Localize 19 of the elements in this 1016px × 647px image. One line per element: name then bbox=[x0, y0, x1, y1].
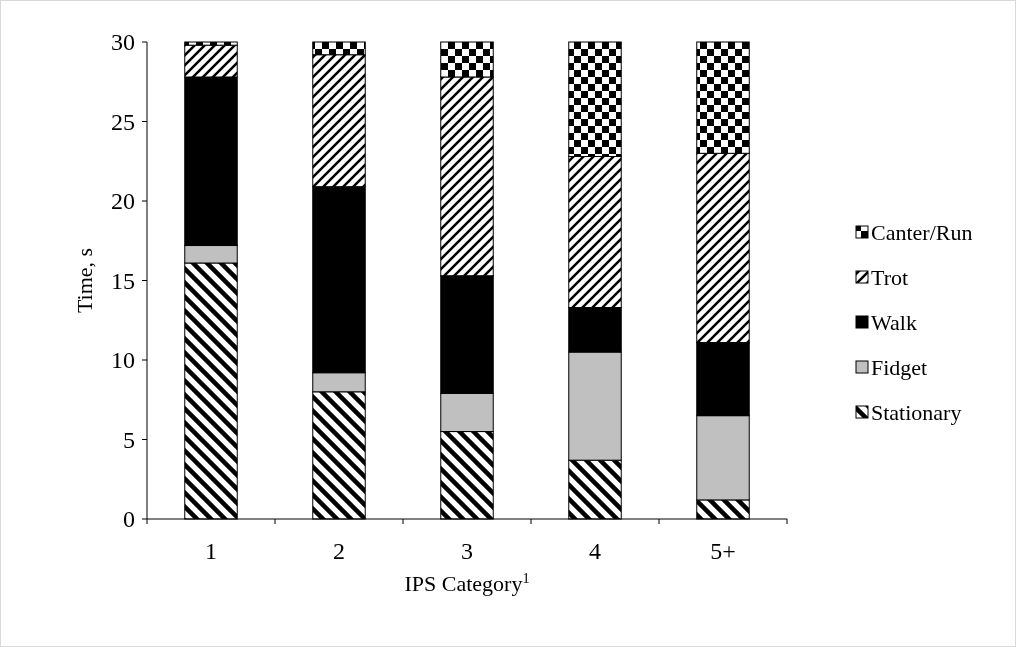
x-tick-label: 5+ bbox=[710, 538, 736, 564]
legend-label: Trot bbox=[871, 264, 909, 290]
y-tick-label: 30 bbox=[111, 29, 135, 56]
y-tick-label: 15 bbox=[111, 267, 135, 294]
y-tick-label: 10 bbox=[111, 347, 135, 374]
legend-label: Stationary bbox=[871, 399, 962, 425]
x-axis-title: IPS Category$^{1}$ bbox=[404, 570, 530, 596]
x-tick-label: 1 bbox=[205, 538, 217, 564]
y-tick-label: 25 bbox=[111, 108, 135, 135]
x-tick-label: 3 bbox=[461, 538, 473, 564]
x-tick-label: 4 bbox=[589, 538, 601, 564]
y-tick-label: 20 bbox=[111, 188, 135, 215]
x-tick-label: 2 bbox=[333, 538, 345, 564]
legend-label: Canter/Run bbox=[871, 219, 973, 245]
y-axis-title: Time, s bbox=[72, 247, 97, 314]
y-tick-label: 0 bbox=[123, 506, 135, 533]
legend-label: Fidget bbox=[871, 354, 928, 380]
legend-label: Walk bbox=[871, 309, 917, 335]
y-tick-label: 5 bbox=[123, 426, 135, 453]
